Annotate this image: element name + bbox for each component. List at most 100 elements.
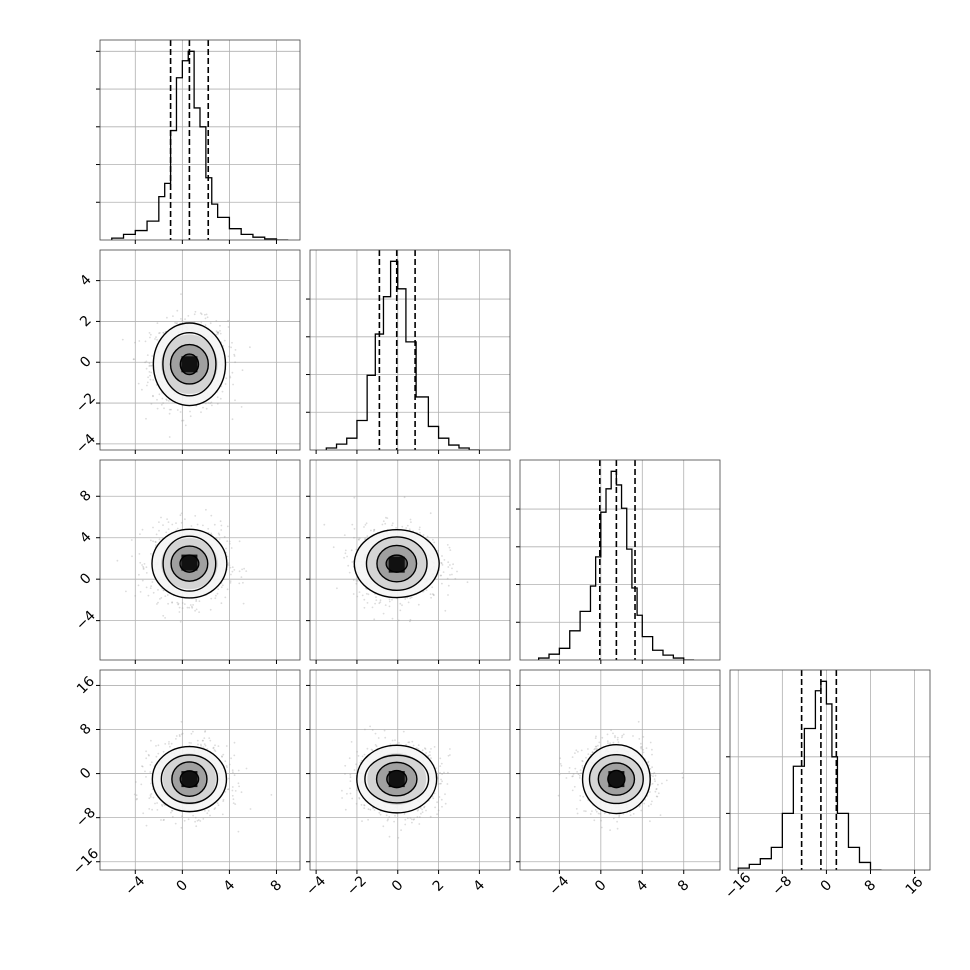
scatter-point [220, 524, 223, 527]
scatter-point [156, 407, 159, 410]
scatter-point [361, 820, 363, 822]
scatter-point [573, 785, 576, 788]
scatter-point [149, 796, 152, 798]
scatter-point [449, 564, 451, 566]
density-content [116, 508, 248, 623]
scatter-point [646, 761, 649, 764]
scatter-point [234, 803, 237, 805]
scatter-point [440, 562, 443, 565]
scatter-point [356, 580, 359, 582]
scatter-point [632, 813, 635, 815]
scatter-point [144, 340, 147, 343]
scatter-point [410, 818, 413, 821]
density-peak [181, 771, 198, 788]
scatter-point [150, 403, 153, 405]
density-contour-3 [152, 322, 227, 407]
scatter-point [155, 745, 157, 747]
scatter-point [165, 398, 168, 401]
scatter-point [137, 382, 140, 385]
scatter-point [449, 549, 452, 551]
scatter-point [447, 584, 450, 587]
scatter-point [270, 794, 273, 796]
scatter-point [406, 524, 409, 527]
scatter-point [640, 742, 642, 745]
scatter-point [440, 762, 443, 765]
scatter-point [413, 818, 415, 820]
scatter-point [187, 315, 190, 317]
scatter-point [164, 804, 166, 807]
scatter-point [154, 544, 157, 547]
hist-step-0 [111, 50, 289, 240]
scatter-point [356, 789, 358, 791]
scatter-point [373, 529, 376, 531]
scatter-point [416, 809, 419, 812]
scatter-point [178, 611, 181, 613]
scatter-point [184, 518, 186, 521]
scatter-point [348, 757, 351, 760]
scatter-point [176, 309, 179, 312]
scatter-point [429, 593, 432, 596]
scatter-point [466, 581, 469, 584]
scatter-point [439, 771, 441, 774]
scatter-point [349, 780, 352, 782]
scatter-point [172, 315, 174, 317]
scatter-point [134, 341, 136, 344]
scatter-point [160, 597, 163, 599]
scatter-point [441, 805, 443, 808]
scatter-point [177, 602, 180, 605]
scatter-point [418, 528, 421, 531]
density-panel-1-3 [306, 669, 511, 874]
scatter-point [349, 792, 352, 795]
scatter-point [214, 807, 217, 809]
scatter-point [228, 540, 231, 543]
scatter-point [388, 598, 391, 601]
scatter-point [150, 371, 153, 374]
scatter-point [411, 740, 414, 743]
scatter-point [147, 753, 150, 756]
scatter-point [565, 777, 568, 779]
scatter-point [240, 576, 243, 578]
density-peak [181, 554, 198, 571]
scatter-point [597, 744, 599, 747]
scatter-point [178, 734, 181, 736]
scatter-point [437, 809, 440, 812]
scatter-point [180, 733, 183, 736]
scatter-point [440, 574, 443, 577]
scatter-point [156, 802, 159, 804]
scatter-point [431, 586, 434, 589]
scatter-point [576, 812, 579, 815]
scatter-point [394, 814, 396, 817]
density-contour-3 [151, 528, 228, 599]
scatter-point [217, 588, 220, 590]
scatter-point [227, 355, 230, 358]
scatter-point [228, 564, 231, 567]
scatter-point [215, 330, 218, 333]
scatter-point [176, 527, 179, 530]
scatter-point [215, 594, 217, 597]
scatter-point [224, 760, 227, 763]
scatter-point [323, 523, 326, 526]
scatter-point [444, 793, 446, 796]
scatter-point [391, 617, 394, 620]
scatter-point [168, 741, 170, 743]
scatter-point [171, 809, 173, 812]
scatter-point [216, 332, 219, 334]
scatter-point [150, 761, 153, 764]
scatter-point [441, 564, 444, 566]
scatter-point [449, 754, 451, 756]
scatter-point [440, 782, 442, 785]
scatter-point [167, 528, 170, 530]
scatter-point [595, 745, 598, 748]
scatter-point [171, 523, 174, 526]
scatter-point [166, 399, 168, 402]
scatter-point [418, 823, 421, 825]
density-contour-2 [162, 535, 217, 592]
density-contour-0 [385, 554, 409, 573]
scatter-point [427, 754, 430, 757]
scatter-point [204, 744, 207, 747]
scatter-point [399, 609, 402, 612]
scatter-point [192, 814, 195, 817]
density-panel-0-1 [96, 249, 301, 454]
scatter-point [600, 826, 603, 829]
scatter-point [148, 371, 151, 373]
